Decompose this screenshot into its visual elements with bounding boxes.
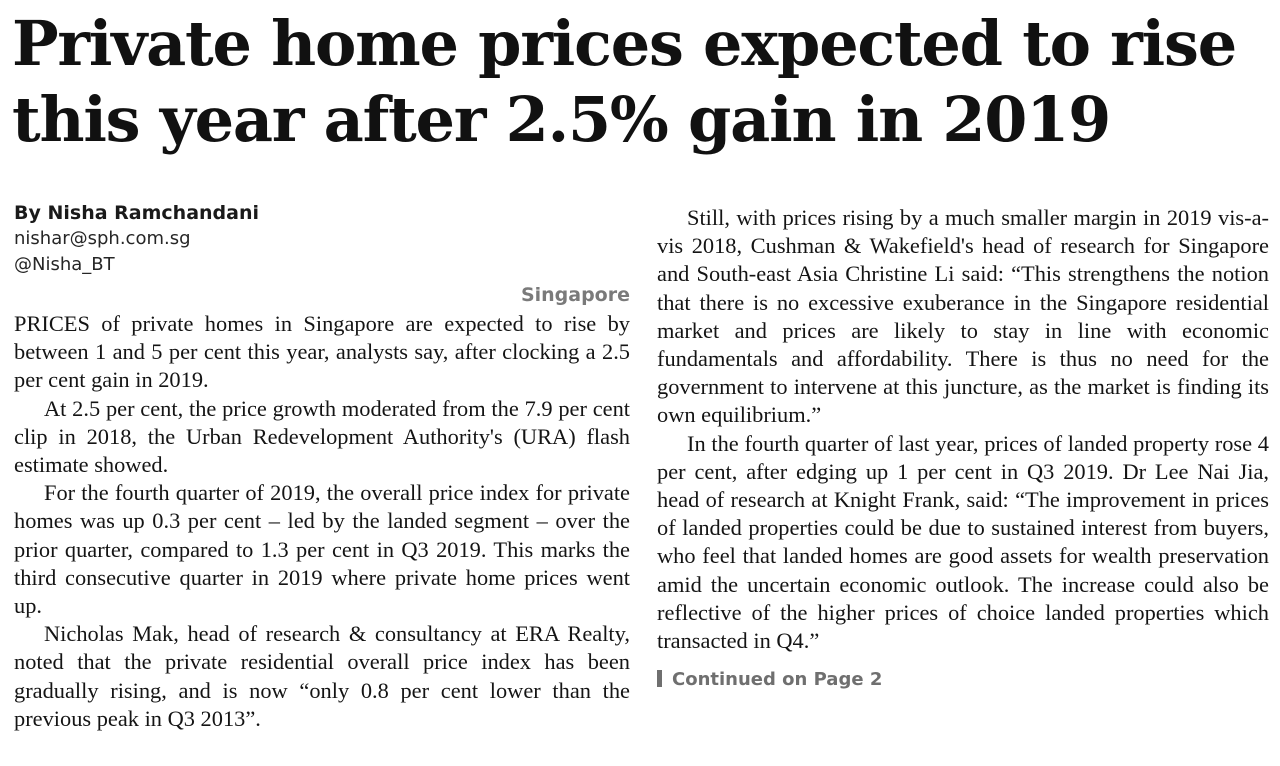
continued-on-page-link[interactable]: Continued on Page 2 bbox=[657, 667, 1269, 693]
continued-label: Continued on Page 2 bbox=[672, 669, 883, 691]
paragraph: In the fourth quarter of last year, pric… bbox=[657, 430, 1269, 654]
left-column: By Nisha Ramchandani nishar@sph.com.sg @… bbox=[14, 200, 630, 733]
byline-author: By Nisha Ramchandani bbox=[14, 202, 260, 224]
byline: By Nisha Ramchandani nishar@sph.com.sg @… bbox=[14, 200, 630, 278]
byline-handle: @Nisha_BT bbox=[14, 254, 115, 275]
paragraph: PRICES of private homes in Singapore are… bbox=[14, 311, 630, 393]
body-text-left: PRICES of private homes in Singapore are… bbox=[14, 310, 630, 733]
headline: Private home prices expected to rise thi… bbox=[12, 6, 1262, 158]
paragraph: Still, with prices rising by a much smal… bbox=[657, 205, 1269, 428]
dateline: Singapore bbox=[520, 284, 630, 306]
paragraph: For the fourth quarter of 2019, the over… bbox=[14, 480, 630, 619]
headline-line-1: Private home prices expected to rise bbox=[12, 7, 1237, 80]
headline-line-2: this year after 2.5% gain in 2019 bbox=[12, 83, 1111, 156]
body-text-right: Still, with prices rising by a much smal… bbox=[657, 204, 1269, 655]
paragraph: Nicholas Mak, head of research & consult… bbox=[14, 621, 630, 731]
continued-bar-icon bbox=[657, 670, 662, 688]
right-column: Still, with prices rising by a much smal… bbox=[657, 204, 1269, 693]
paragraph: At 2.5 per cent, the price growth modera… bbox=[14, 395, 630, 478]
byline-email: nishar@sph.com.sg bbox=[14, 228, 191, 249]
